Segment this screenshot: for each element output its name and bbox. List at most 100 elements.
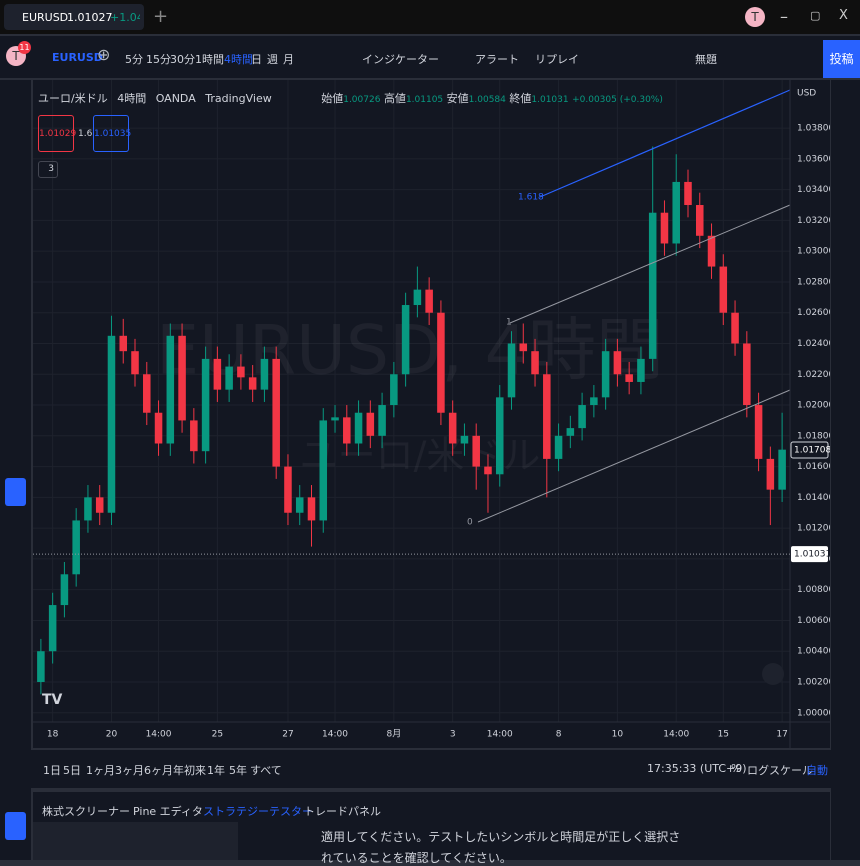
interval-button[interactable]: 日 [251, 53, 262, 66]
toolbar: T 11 EURUSD ⊕ 5分 15分 30分 1時間 4時間日週月 インジケーター … [0, 36, 860, 78]
ohlc-label: 安値 [446, 92, 469, 105]
candle-body [154, 412, 163, 444]
panel-tab[interactable]: Pine エディタ [133, 805, 203, 818]
sell-button[interactable]: 1.01029 [38, 115, 76, 152]
y-tick-label: 1.01600 [797, 462, 830, 472]
percent[interactable]: % [731, 762, 742, 775]
candle-body [743, 343, 751, 406]
candle-body [566, 428, 575, 436]
range-button[interactable]: 年初来 [173, 764, 206, 777]
interval-button[interactable]: 4時間 [224, 53, 253, 66]
layout-name[interactable]: 無題 [695, 53, 717, 66]
replay[interactable]: リプレイ [535, 53, 579, 66]
candle-body [378, 405, 386, 436]
last-price-text: 1.01708 [794, 445, 830, 455]
panel-tab[interactable]: トレードパネル [304, 805, 381, 818]
right-sidebar [831, 80, 860, 860]
candle-body [84, 497, 92, 521]
candle-body [637, 358, 645, 382]
source: TradingView [205, 92, 272, 105]
log-scale[interactable]: ログスケール [747, 764, 813, 777]
x-tick-label: 3 [450, 730, 456, 740]
alert[interactable]: アラート [475, 53, 519, 66]
range-button[interactable]: すべて [250, 764, 282, 777]
x-tick-label: 14:00 [663, 730, 689, 740]
x-tick-label: 25 [212, 730, 223, 740]
badge: 11 [18, 41, 31, 54]
auto-scale[interactable]: 自動 [806, 764, 828, 777]
fib-extension[interactable] [539, 89, 791, 198]
range-button[interactable]: 1日 [43, 764, 61, 777]
close[interactable]: X [839, 8, 848, 23]
ohlc-value: 1.00584 [468, 95, 506, 105]
scroll-button[interactable] [762, 663, 784, 685]
y-tick-label: 1.00000 [797, 708, 830, 718]
channel-lower[interactable] [477, 389, 791, 523]
candle-body [684, 181, 692, 206]
ohlc-label: 始値 [321, 92, 344, 105]
favorites[interactable] [5, 812, 26, 840]
range-button[interactable]: 1ヶ月 [86, 764, 115, 777]
candle-body [531, 351, 539, 375]
interval: 4時間 [117, 92, 147, 105]
symbol[interactable]: EURUSD [52, 51, 103, 64]
change: +0.00305 (+0.30%) [572, 95, 663, 105]
candle-body [178, 335, 186, 421]
candle-body [131, 351, 139, 375]
x-tick-label: 8月 [386, 729, 401, 740]
interval-button[interactable]: 月 [283, 53, 294, 66]
interval-button[interactable]: 週 [267, 53, 278, 66]
x-tick-label: 10 [612, 730, 624, 740]
range-button[interactable]: 6ヶ月 [144, 764, 173, 777]
publish-button[interactable]: 投稿 [823, 40, 860, 78]
candle-body [60, 574, 69, 606]
indicators[interactable]: インジケーター [362, 53, 439, 66]
interval-button[interactable]: 15分 [146, 53, 171, 66]
fib-label: 0 [467, 518, 473, 528]
minimize[interactable]: – [780, 7, 788, 26]
compare[interactable]: ⊕ [97, 45, 111, 64]
currency[interactable]: USD [797, 89, 816, 99]
title-bar: EURUSD 1.01027 +1.04% + T – ▢ X [0, 0, 860, 34]
range-button[interactable]: 3ヶ月 [115, 764, 144, 777]
range-button[interactable]: 5日 [63, 764, 81, 777]
candle-body [625, 374, 633, 382]
interval-button[interactable]: 5分 [125, 53, 143, 66]
maximize[interactable]: ▢ [810, 9, 821, 22]
panel-tab[interactable]: 株式スクリーナー [42, 805, 130, 818]
x-tick-label: 14:00 [487, 730, 513, 740]
magnet-tool[interactable] [5, 478, 26, 506]
candle-body [248, 377, 257, 390]
candle-body [272, 358, 280, 467]
candle-body [213, 358, 222, 390]
new-tab[interactable]: + [153, 6, 169, 27]
tab[interactable] [4, 4, 144, 30]
candle-body [401, 305, 410, 375]
candle-body [543, 374, 551, 459]
buy-button[interactable]: 1.01035 [93, 115, 131, 152]
range-button[interactable]: 1年 [207, 764, 225, 777]
range-button[interactable]: 5年 [229, 764, 247, 777]
indicator-toggle[interactable]: 3 [38, 161, 58, 178]
panel-tab[interactable]: ストラテジーテスター [203, 805, 313, 818]
interval-button[interactable]: 30分 [170, 53, 195, 66]
ohlc-value: 1.01105 [405, 95, 444, 105]
channel-upper[interactable] [509, 204, 791, 324]
chart-bg [33, 80, 830, 748]
candle-body [507, 343, 516, 398]
spread: 1.6 [78, 129, 93, 139]
tab-change: +1.04% [110, 11, 140, 24]
candle-body [319, 420, 328, 521]
y-tick-label: 1.02600 [797, 308, 830, 318]
y-tick-label: 1.00200 [797, 677, 830, 687]
candle-body [354, 412, 363, 444]
candle-body [119, 335, 128, 352]
candle-body [590, 397, 598, 406]
avatar[interactable]: T [745, 7, 765, 27]
last-price-tag [790, 441, 829, 459]
ohlc-value: 1.01031 [531, 95, 569, 105]
y-tick-label: 1.01800 [797, 431, 830, 441]
interval-button[interactable]: 1時間 [195, 53, 224, 66]
candle-body [601, 351, 610, 398]
x-tick-label: 27 [282, 730, 293, 740]
